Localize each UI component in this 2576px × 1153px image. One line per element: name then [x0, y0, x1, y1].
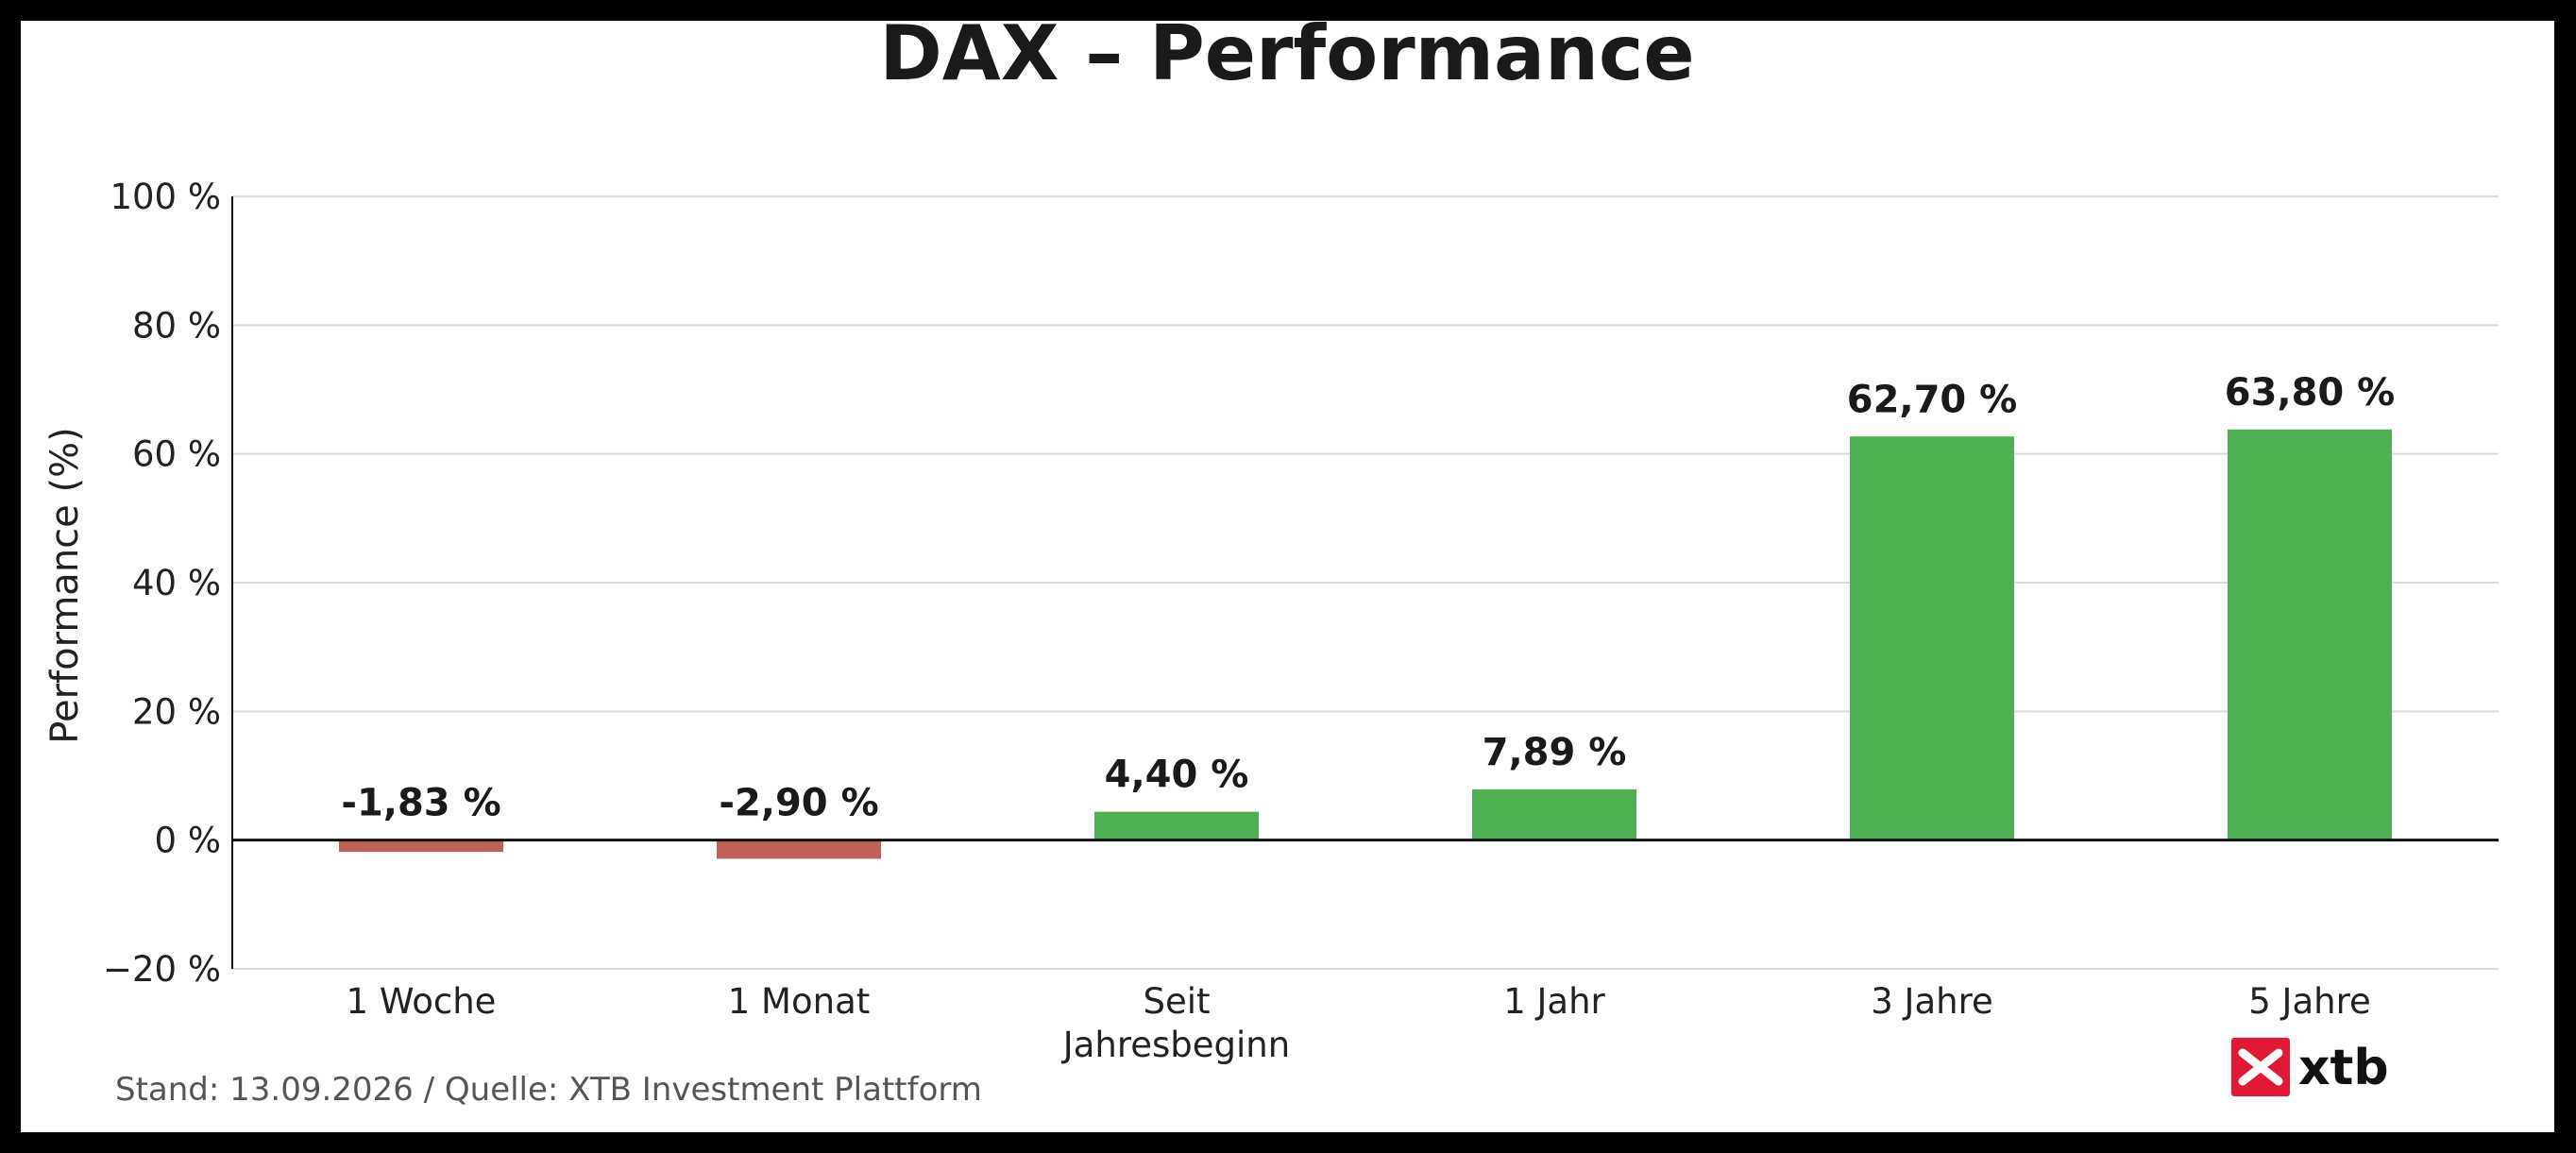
x-tick-label: 1 Woche	[347, 981, 497, 1022]
value-label: -1,83 %	[341, 782, 500, 825]
y-tick-label: 40 %	[132, 563, 221, 603]
bar	[1472, 788, 1636, 840]
value-label: 4,40 %	[1105, 754, 1249, 797]
y-tick-label: 0 %	[155, 821, 221, 861]
x-tick-label: Seit	[1143, 981, 1210, 1022]
xtb-logo: xtb	[2231, 1038, 2389, 1096]
bar	[717, 839, 881, 859]
value-label: 63,80 %	[2225, 371, 2396, 415]
y-tick-label: 100 %	[110, 177, 221, 217]
x-tick-label: 1 Jahr	[1503, 981, 1605, 1022]
x-tick-label: 5 Jahre	[2248, 981, 2371, 1022]
axes	[231, 196, 2499, 969]
value-label: 62,70 %	[1847, 378, 2018, 421]
value-label: -2,90 %	[719, 782, 878, 825]
y-tick-labels: −20 % 0 % 20 % 40 % 60 % 80 % 100 %	[103, 177, 221, 990]
y-axis-label: Performance (%)	[43, 427, 87, 743]
chart: −20 % 0 % 20 % 40 % 60 % 80 % 100 % 1 Woche 1 M…	[43, 21, 2499, 1109]
grid-lines	[232, 195, 2499, 970]
x-tick-label: Jahresbeginn	[1061, 1025, 1290, 1065]
x-mark-icon	[2238, 1048, 2283, 1086]
x-tick-label: 3 Jahre	[1871, 981, 1993, 1022]
y-tick-label: −20 %	[103, 949, 221, 990]
y-tick-label: 80 %	[132, 305, 221, 346]
bar	[1094, 811, 1259, 840]
bar	[339, 839, 503, 853]
y-tick-label: 20 %	[132, 691, 221, 732]
xtb-logo-text: xtb	[2298, 1040, 2389, 1096]
y-tick-label: 60 %	[132, 434, 221, 475]
value-labels: -1,83 % -2,90 % 4,40 % 7,89 % 62,70 % 63,80 %	[341, 371, 2395, 825]
x-tick-label: 1 Monat	[728, 981, 871, 1022]
bars	[339, 429, 2392, 859]
bar	[2228, 429, 2392, 840]
chart-frame: −20 % 0 % 20 % 40 % 60 % 80 % 100 % 1 Woche 1 M…	[21, 21, 2554, 1132]
chart-title: DAX – Performance	[879, 21, 1694, 97]
source-note: Stand: 13.09.2026 / Quelle: XTB Investme…	[115, 1071, 982, 1109]
value-label: 7,89 %	[1483, 731, 1627, 774]
bar	[1850, 436, 2014, 840]
